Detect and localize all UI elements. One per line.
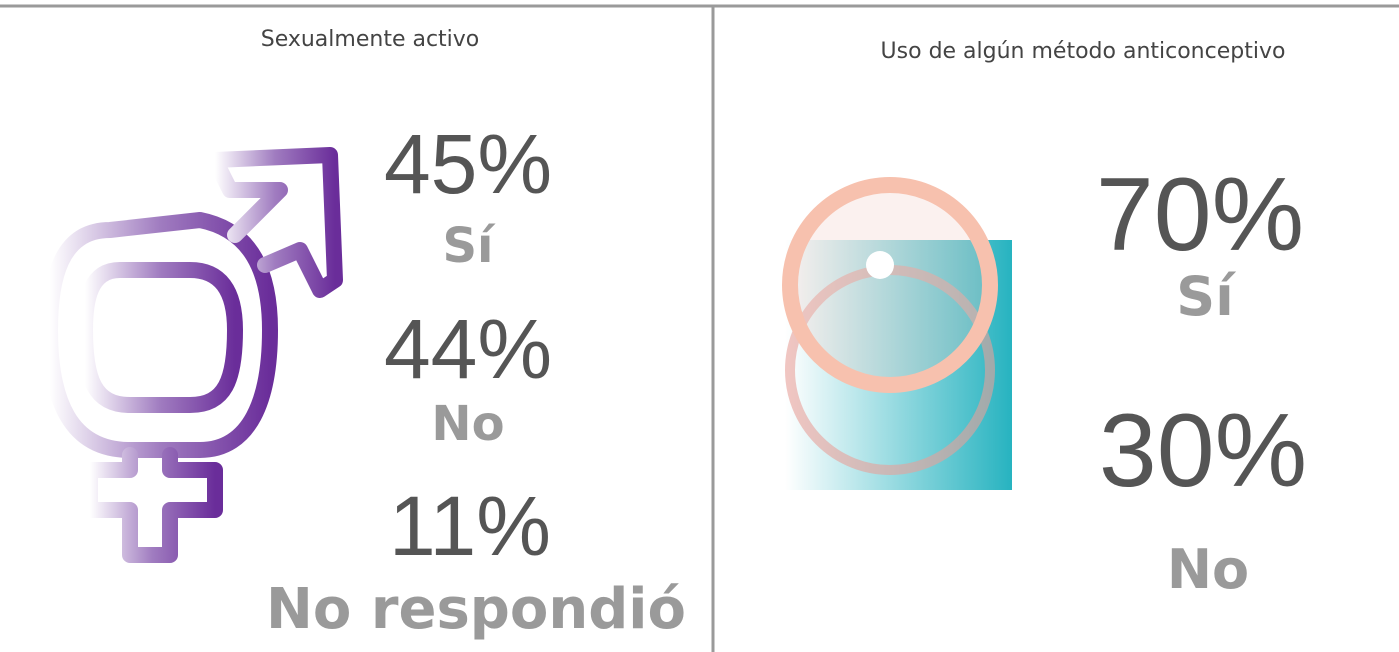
stat-value: 45% — [384, 117, 552, 211]
stat-label: No — [1167, 538, 1249, 601]
panel-title: Sexualmente activo — [261, 27, 480, 52]
stat-label: Sí — [442, 218, 496, 274]
stat-label: No respondió — [266, 577, 686, 642]
stat-value: 11% — [389, 479, 551, 573]
panel-title: Uso de algún método anticonceptivo — [881, 39, 1286, 64]
stat-value: 70% — [1096, 157, 1304, 273]
condom-icon — [782, 177, 1012, 490]
gender-icon — [42, 147, 343, 563]
stat-label: No — [431, 396, 504, 452]
stat-value: 44% — [384, 302, 552, 396]
stat-value: 30% — [1099, 393, 1307, 509]
stat-label: Sí — [1176, 265, 1236, 328]
